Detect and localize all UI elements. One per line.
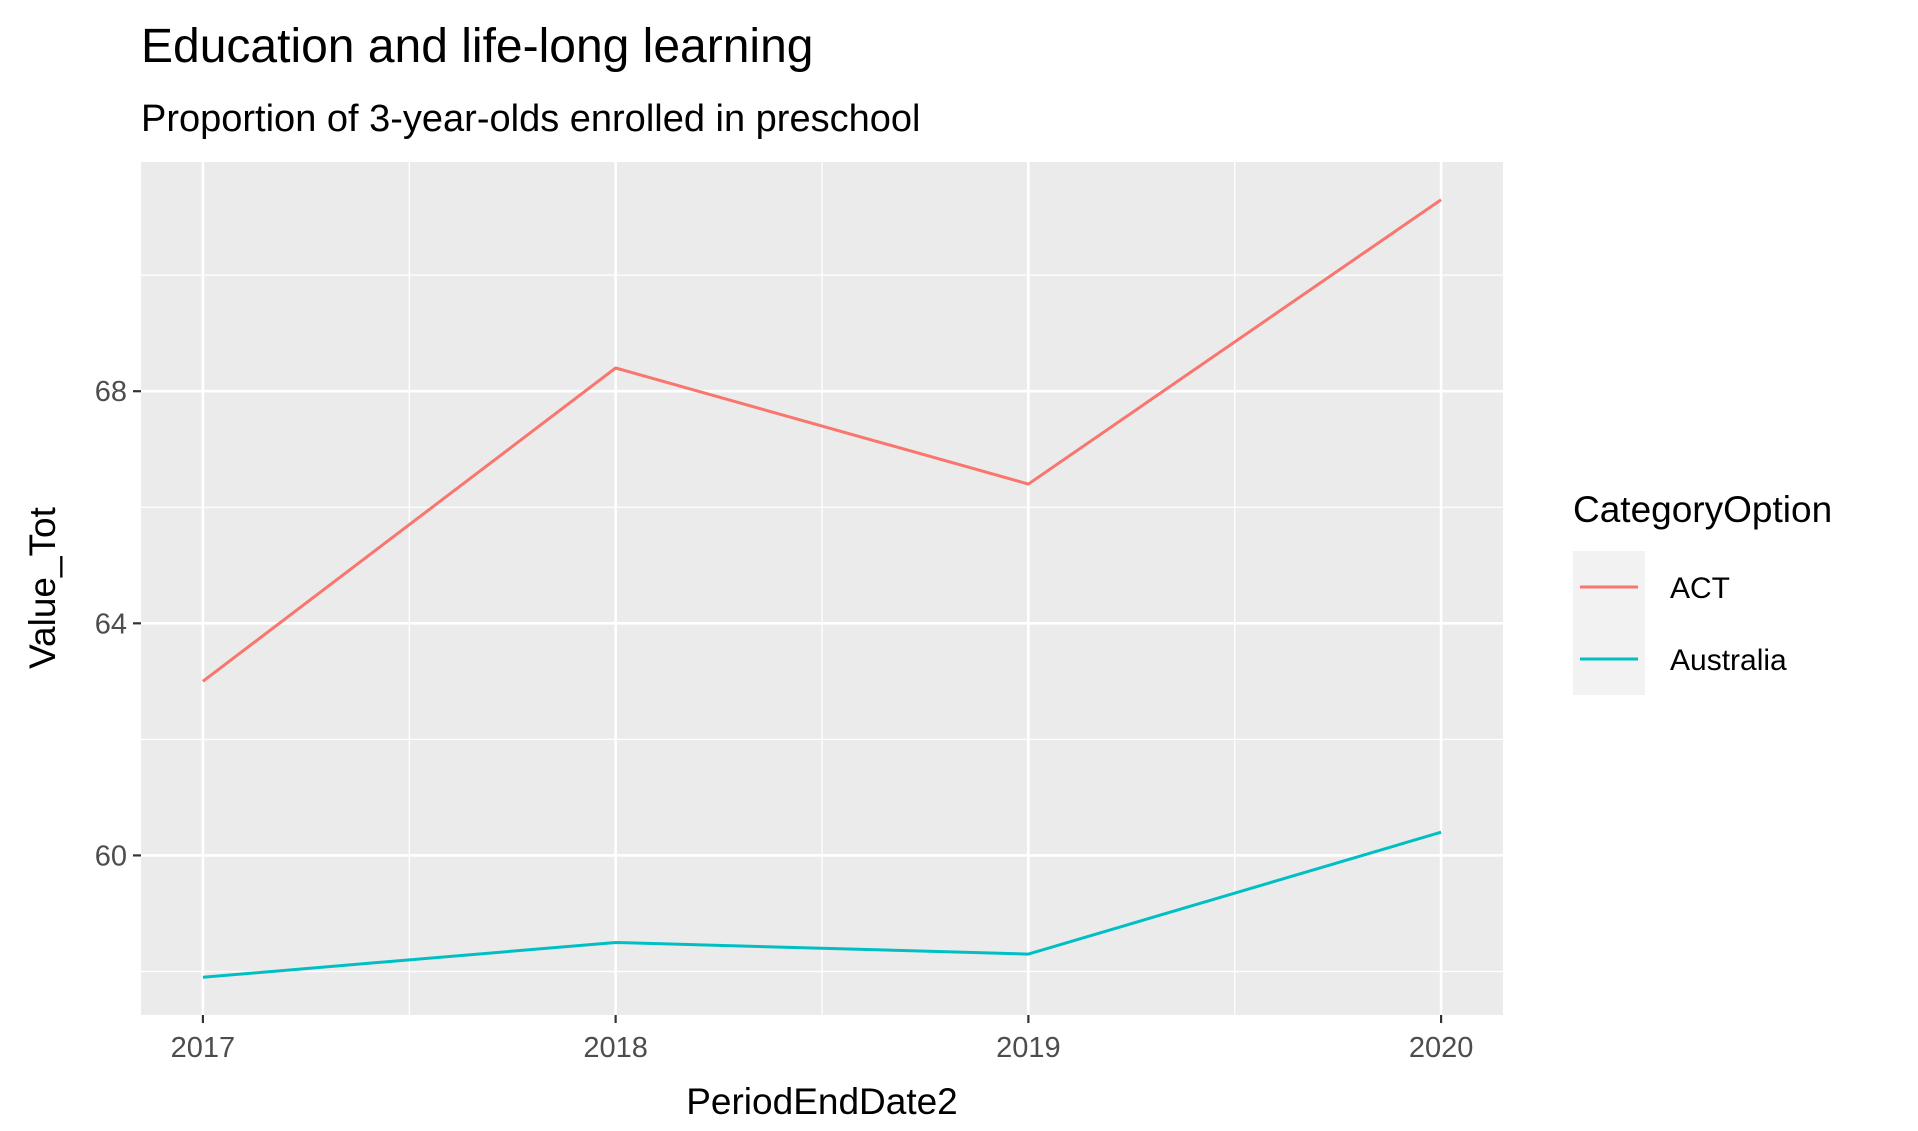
legend-label-australia: Australia bbox=[1670, 644, 1787, 677]
chart-subtitle: Proportion of 3-year-olds enrolled in pr… bbox=[141, 98, 920, 140]
series-line-act bbox=[202, 198, 1442, 683]
x-tick-label: 2018 bbox=[583, 1032, 648, 1064]
grid-minor bbox=[141, 162, 1503, 1015]
y-tick-label: 64 bbox=[95, 608, 127, 640]
legend-items: ACT Australia bbox=[1573, 551, 1787, 695]
x-tick-label: 2019 bbox=[996, 1032, 1061, 1064]
series-lines bbox=[202, 198, 1442, 979]
x-axis-title: PeriodEndDate2 bbox=[686, 1081, 958, 1122]
y-tick-label: 68 bbox=[95, 376, 127, 408]
y-tick-label: 60 bbox=[95, 840, 127, 872]
grid-major bbox=[141, 162, 1503, 1015]
chart-title: Education and life-long learning bbox=[141, 20, 813, 73]
series-line-australia bbox=[202, 830, 1442, 979]
axis-ticks: 2017 2018 2019 2020 60 64 68 bbox=[95, 376, 1474, 1064]
legend-label-act: ACT bbox=[1670, 572, 1730, 605]
y-axis-title: Value_Tot bbox=[22, 506, 63, 669]
legend-title: CategoryOption bbox=[1573, 489, 1832, 530]
x-tick-label: 2020 bbox=[1409, 1032, 1474, 1064]
x-tick-label: 2017 bbox=[171, 1032, 236, 1064]
legend: CategoryOption ACT Australia bbox=[1573, 489, 1832, 695]
